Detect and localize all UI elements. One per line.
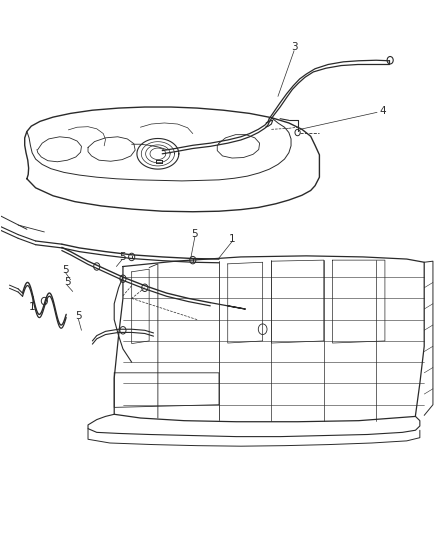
Text: 5: 5: [192, 229, 198, 239]
Text: 3: 3: [291, 43, 297, 52]
Text: 5: 5: [120, 252, 126, 262]
Text: 4: 4: [379, 106, 386, 116]
Text: 1: 1: [29, 302, 35, 312]
Text: 5: 5: [75, 311, 82, 321]
Text: 5: 5: [62, 265, 69, 274]
Text: 5: 5: [64, 278, 71, 287]
Text: 1: 1: [229, 234, 235, 244]
